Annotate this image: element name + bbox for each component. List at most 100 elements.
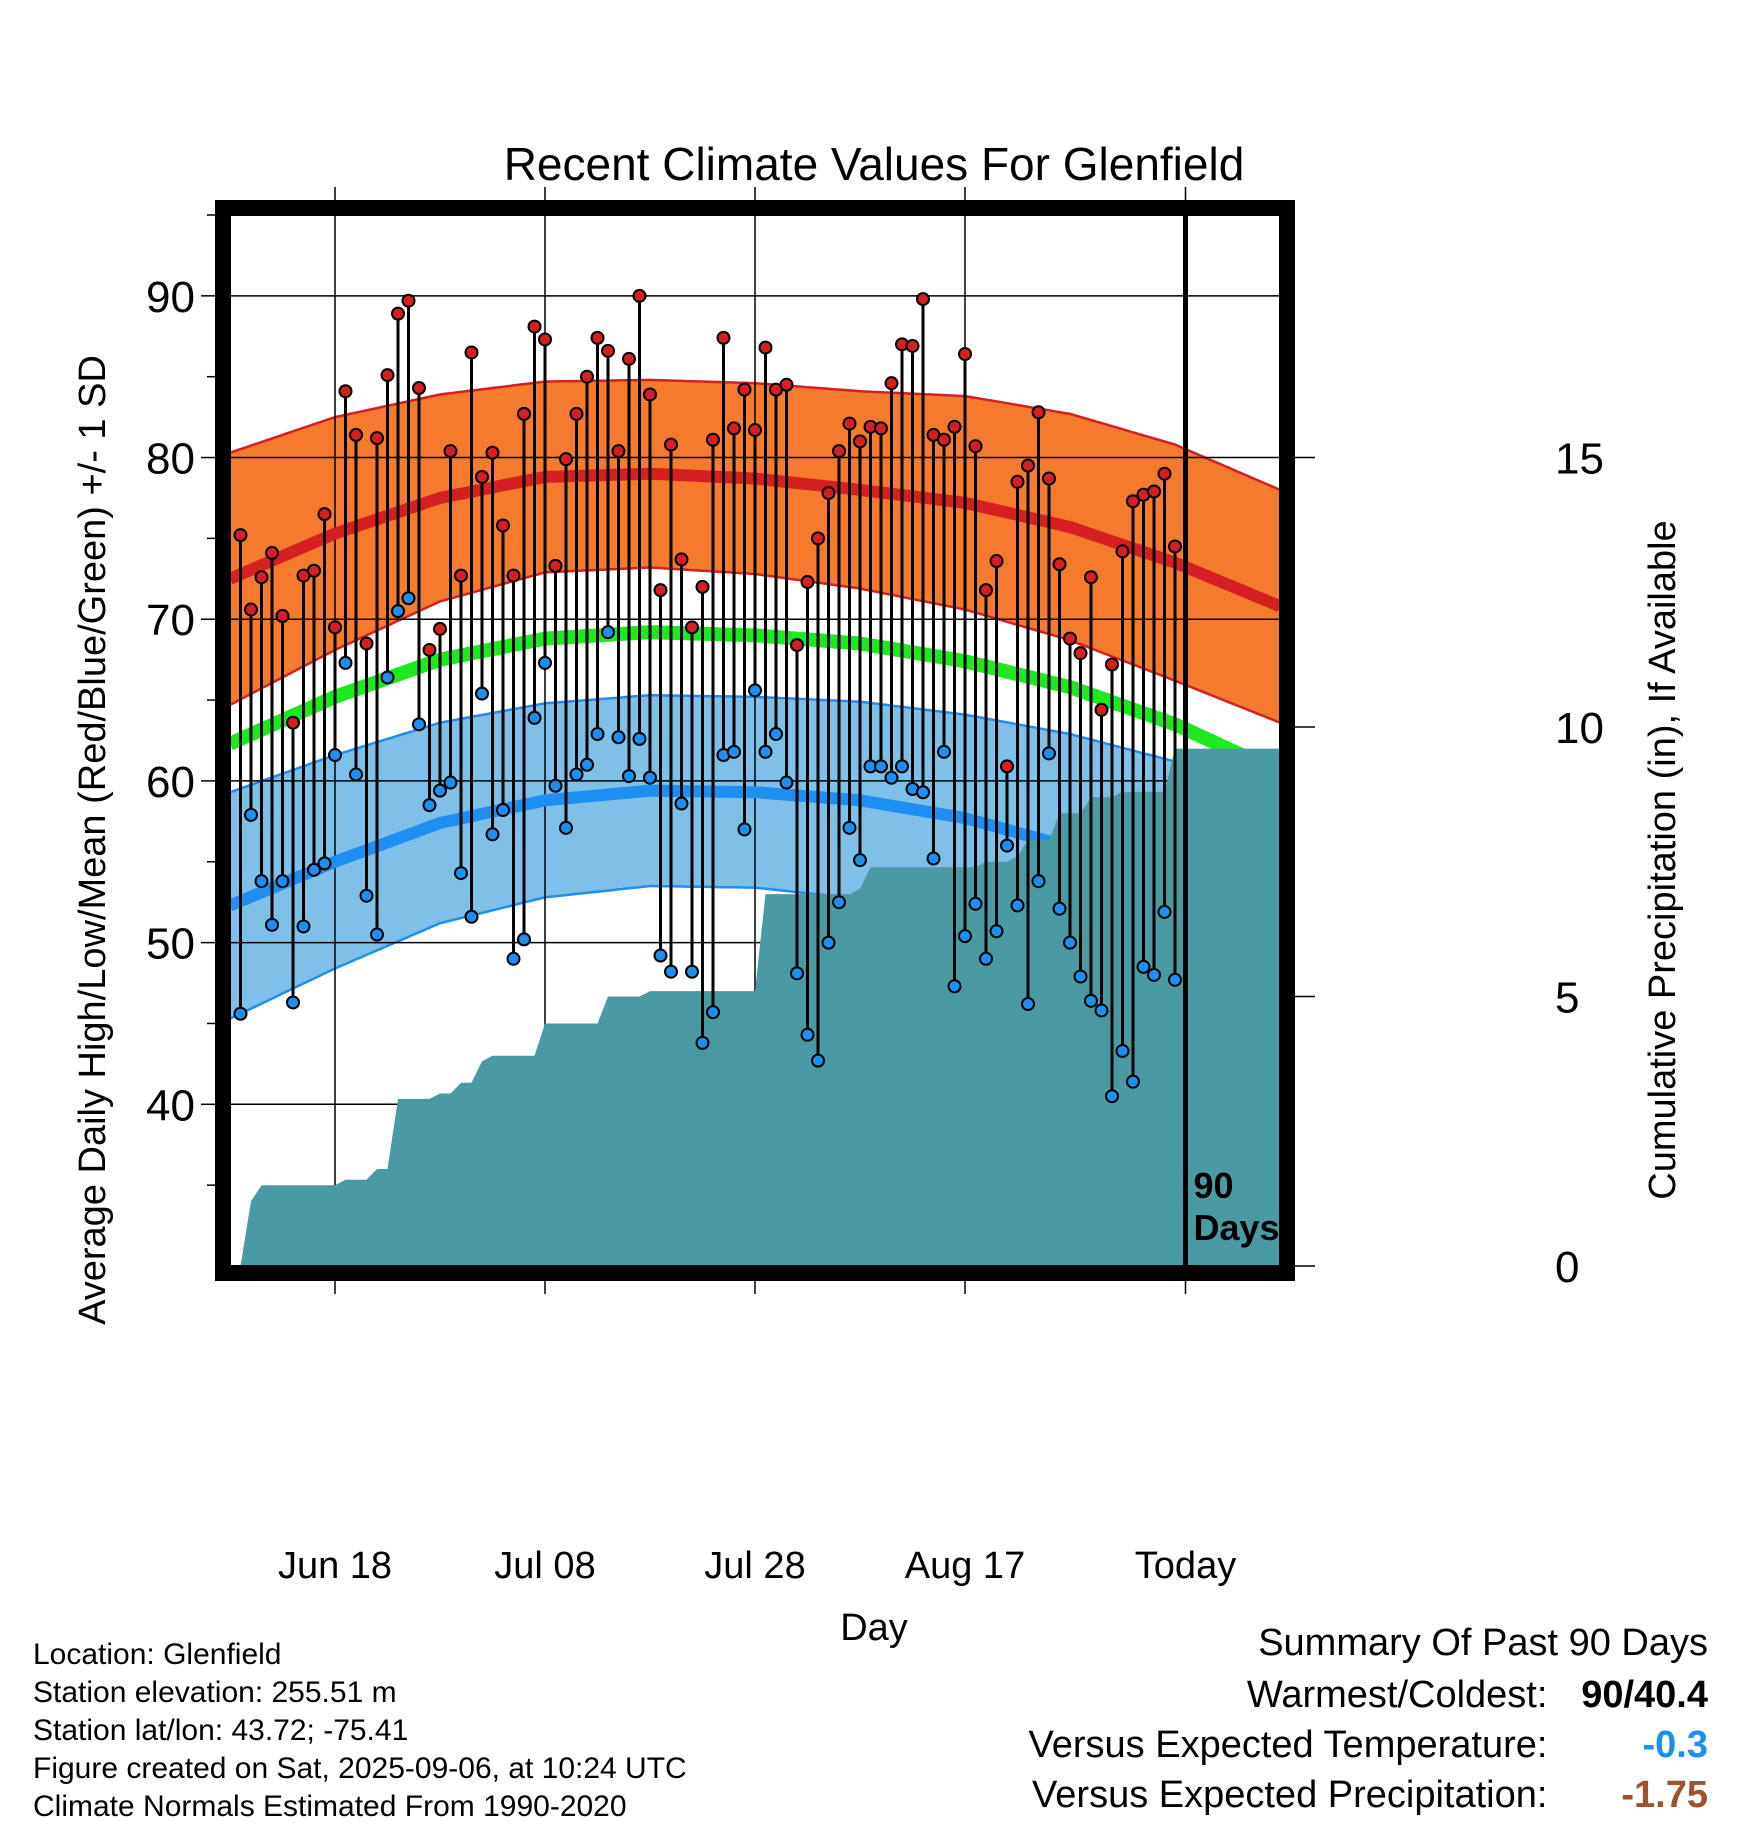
daily-low-point — [800, 1027, 815, 1042]
daily-high-point — [538, 332, 552, 347]
daily-low-point — [359, 888, 374, 903]
daily-low-point — [559, 820, 573, 835]
temp-departure-label: Versus Expected Temperature: — [1028, 1724, 1548, 1766]
daily-high-point — [1000, 759, 1014, 774]
daily-low-point — [433, 783, 447, 798]
created-text: Figure created on Sat, 2025-09-06, at 10… — [33, 1752, 687, 1785]
daily-low-point — [380, 670, 395, 685]
daily-high-point — [286, 715, 300, 730]
daily-high-point — [1168, 539, 1182, 554]
elevation-text: Station elevation: 255.51 m — [33, 1676, 397, 1709]
daily-high-point — [559, 452, 573, 467]
daily-high-point — [779, 377, 794, 392]
right-tick-label: 15 — [1555, 435, 1604, 484]
daily-low-point — [737, 822, 752, 837]
daily-high-point — [611, 444, 626, 459]
daily-high-point — [1031, 405, 1046, 420]
daily-high-point — [905, 338, 920, 353]
precipitation-area — [240, 748, 1280, 1266]
daily-low-point — [1136, 959, 1151, 974]
normals-text: Climate Normals Estimated From 1990-2020 — [33, 1790, 627, 1823]
x-tick-label: Aug 17 — [905, 1545, 1025, 1587]
daily-high-point — [475, 469, 489, 484]
daily-high-point — [1115, 544, 1130, 559]
location-text: Location: Glenfield — [33, 1638, 282, 1671]
left-tick-label: 80 — [146, 435, 195, 484]
daily-high-point — [485, 445, 500, 460]
daily-low-point — [790, 966, 804, 981]
daily-high-point — [1105, 657, 1119, 672]
daily-low-point — [338, 655, 353, 670]
plot-area: 90 Days 40 50 60 70 80 90 0 5 10 15 Jun 18 Jul 08 Jul … — [146, 187, 1604, 1587]
daily-low-point — [506, 951, 521, 966]
daily-low-point — [685, 964, 699, 979]
daily-low-point — [727, 744, 741, 759]
daily-high-point — [737, 382, 752, 397]
daily-low-point — [853, 853, 867, 868]
daily-low-point — [485, 827, 500, 842]
right-tick-label: 0 — [1555, 1243, 1579, 1292]
daily-low-point — [254, 874, 269, 889]
daily-low-point — [958, 929, 972, 944]
daily-high-point — [443, 444, 458, 459]
left-axis-label: Average Daily High/Low/Mean (Red/Blue/Gr… — [72, 355, 114, 1325]
daily-low-point — [307, 862, 321, 877]
daily-high-point — [1073, 646, 1088, 661]
daily-low-point — [601, 625, 615, 640]
daily-high-point — [1010, 474, 1025, 489]
daily-low-point — [422, 798, 437, 813]
daily-high-point — [632, 288, 647, 303]
daily-low-point — [590, 727, 605, 742]
chart-title: Recent Climate Values For Glenfield — [504, 138, 1245, 190]
daily-low-point — [454, 866, 468, 881]
daily-high-point — [811, 531, 825, 546]
daily-high-point — [800, 575, 815, 590]
daily-low-point — [1094, 1003, 1109, 1018]
daily-low-point — [464, 909, 479, 924]
precip-departure-label: Versus Expected Precipitation: — [1032, 1774, 1548, 1816]
daily-low-point — [895, 759, 909, 774]
daily-low-point — [811, 1053, 825, 1068]
x-tick-label: Jun 18 — [278, 1545, 392, 1587]
daily-low-point — [674, 796, 689, 811]
daily-low-point — [370, 927, 384, 942]
daily-high-point — [328, 620, 342, 635]
daily-high-point — [496, 518, 510, 533]
daily-low-point — [937, 744, 951, 759]
daily-low-point — [622, 769, 636, 784]
daily-high-point — [874, 421, 888, 436]
daily-high-point — [758, 340, 773, 355]
daily-high-point — [601, 343, 615, 358]
daily-low-point — [779, 775, 794, 790]
daily-low-point — [443, 775, 458, 790]
daily-high-point — [1147, 484, 1161, 499]
daily-high-point — [968, 439, 983, 454]
daily-low-point — [695, 1035, 710, 1050]
daily-low-point — [821, 935, 836, 950]
daily-high-point — [254, 570, 269, 585]
daily-high-point — [1126, 494, 1140, 509]
daily-low-point — [1157, 904, 1172, 919]
daily-low-point — [412, 717, 426, 732]
daily-low-point — [275, 874, 290, 889]
daily-high-point — [233, 528, 248, 543]
daily-high-point — [506, 568, 521, 583]
daily-high-point — [380, 368, 395, 383]
daily-high-point — [391, 306, 405, 321]
daily-low-point — [664, 964, 678, 979]
daily-low-point — [1084, 993, 1098, 1008]
daily-low-point — [769, 727, 783, 742]
daily-low-point — [265, 917, 279, 932]
daily-high-point — [727, 421, 741, 436]
daily-high-point — [275, 608, 290, 623]
daily-high-point — [338, 384, 353, 399]
daily-low-point — [1052, 901, 1067, 916]
warmest-coldest-value: 90/40.4 — [1581, 1674, 1708, 1716]
daily-high-point — [622, 351, 636, 366]
daily-high-point — [884, 376, 899, 391]
daily-high-point — [989, 554, 1004, 569]
daily-high-point — [842, 416, 857, 431]
daily-low-point — [1073, 969, 1088, 984]
precip-departure-value: -1.75 — [1621, 1774, 1708, 1816]
